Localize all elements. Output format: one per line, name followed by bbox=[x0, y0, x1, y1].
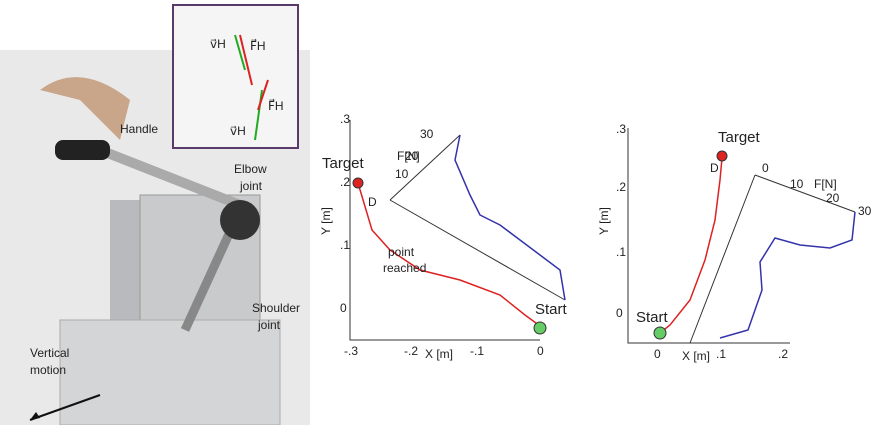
axis-label: X [m] bbox=[682, 349, 710, 363]
tick: 30 bbox=[858, 204, 872, 218]
annotation: D bbox=[368, 195, 377, 209]
tick: 30 bbox=[420, 127, 434, 141]
tick: .3 bbox=[616, 122, 626, 136]
tick: 20 bbox=[826, 191, 840, 205]
tick: 0 bbox=[537, 344, 544, 358]
tick: .2 bbox=[340, 175, 350, 189]
label: v⃗H bbox=[230, 124, 246, 138]
label: Shoulder bbox=[252, 301, 300, 315]
label: Handle bbox=[120, 122, 158, 136]
label: joint bbox=[257, 318, 281, 332]
tick: .2 bbox=[616, 180, 626, 194]
label: Vertical bbox=[30, 346, 69, 360]
figure: Handle Elbow joint Shoulder joint Vertic… bbox=[0, 0, 874, 425]
axis-label: X [m] bbox=[425, 347, 453, 361]
right-plot: .3 .2 .1 0 0 .1 .2 Y [m] X [m] F[N] 0 10… bbox=[597, 122, 872, 363]
tick: 10 bbox=[790, 177, 804, 191]
left-plot: .3 .2 .1 0 -.3 -.2 -.1 0 Y [m] X [m] F[N… bbox=[319, 112, 568, 361]
tick: .2 bbox=[778, 347, 788, 361]
label: motion bbox=[30, 363, 66, 377]
annotation: Start bbox=[636, 309, 669, 326]
tick: .3 bbox=[340, 112, 350, 126]
tick: .1 bbox=[340, 238, 350, 252]
axis-label: Y [m] bbox=[597, 207, 611, 235]
annotation: Target bbox=[718, 129, 761, 146]
axis-label: Y [m] bbox=[319, 207, 333, 235]
tick: -.3 bbox=[344, 344, 358, 358]
tick: -.2 bbox=[404, 344, 418, 358]
tick: 10 bbox=[395, 167, 409, 181]
tick: 20 bbox=[405, 149, 419, 163]
annotation: Target bbox=[322, 155, 365, 172]
label: F⃗H bbox=[268, 98, 284, 113]
tick: -.1 bbox=[470, 344, 484, 358]
tick: .1 bbox=[616, 245, 626, 259]
label: v⃗H bbox=[210, 37, 226, 51]
tick: 0 bbox=[616, 306, 623, 320]
axis-label: F[N] bbox=[814, 177, 837, 191]
label: Elbow bbox=[234, 162, 267, 176]
tick: 0 bbox=[340, 301, 347, 315]
annotation: point bbox=[388, 245, 415, 259]
annotation: D bbox=[710, 161, 719, 175]
tick: .1 bbox=[716, 347, 726, 361]
label: joint bbox=[239, 179, 263, 193]
label: F⃗H bbox=[250, 38, 266, 53]
tick: 0 bbox=[654, 347, 661, 361]
inset: v⃗H F⃗H F⃗H v⃗H bbox=[173, 5, 298, 148]
tick: 0 bbox=[762, 161, 769, 175]
annotation: reached bbox=[383, 261, 426, 275]
annotation: Start bbox=[535, 301, 568, 318]
